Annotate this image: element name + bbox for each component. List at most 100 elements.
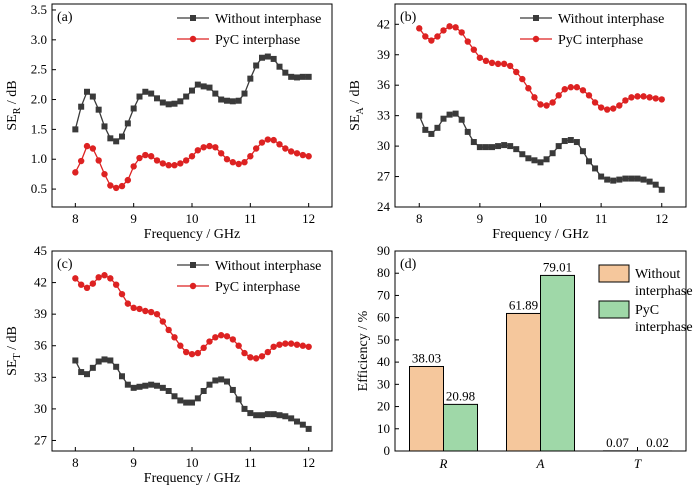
data-point (270, 343, 277, 350)
data-point (434, 33, 441, 40)
y-tick-label: 27 (377, 169, 391, 184)
data-point (253, 62, 260, 69)
data-point (235, 396, 242, 403)
data-point (652, 181, 659, 188)
data-point (634, 93, 641, 100)
data-point (247, 153, 254, 160)
data-point (142, 382, 149, 389)
data-point (101, 123, 108, 130)
data-point (130, 304, 137, 312)
data-point (72, 275, 79, 282)
bar-value-label: 38.03 (412, 350, 441, 365)
y-tick-label: 30 (377, 376, 390, 391)
data-point (153, 157, 161, 164)
y-tick-label: 27 (34, 432, 48, 447)
data-point (206, 338, 213, 345)
data-point (171, 393, 178, 400)
data-point (476, 144, 483, 151)
data-point (294, 418, 300, 425)
y-tick-label: 24 (377, 199, 391, 214)
data-point (72, 357, 79, 364)
data-point (305, 425, 312, 432)
data-point (89, 364, 96, 371)
data-point (229, 386, 236, 393)
data-point (270, 136, 277, 144)
data-point (113, 363, 120, 370)
data-point (159, 99, 166, 106)
data-point (107, 182, 114, 189)
data-point (194, 395, 201, 402)
data-point (464, 128, 471, 135)
legend-label: Without interphase (215, 12, 321, 27)
data-point (549, 99, 556, 106)
legend-marker (189, 282, 197, 290)
data-point (555, 143, 562, 150)
x-axis-title: Frequency / GHz (144, 227, 240, 242)
data-point (598, 173, 605, 180)
legend-label: interphase (635, 284, 693, 299)
data-point (148, 381, 155, 388)
data-point (148, 90, 155, 97)
data-point (470, 46, 478, 53)
data-point (640, 176, 647, 183)
data-point (440, 27, 447, 34)
data-point (142, 88, 149, 95)
data-point (259, 54, 265, 61)
data-point (585, 92, 593, 99)
data-point (89, 145, 97, 152)
data-point (182, 348, 190, 356)
data-point (130, 105, 137, 112)
data-point (597, 104, 605, 111)
data-point (229, 159, 237, 166)
y-tick-label: 10 (377, 421, 390, 436)
y-tick-label: 39 (34, 306, 47, 321)
y-axis-title-main: SE (348, 115, 363, 131)
x-tick-label: 10 (186, 211, 199, 226)
data-point (470, 139, 477, 146)
data-point (506, 62, 514, 70)
y-axis-title: SEA / dB (348, 80, 366, 131)
legend-label: interphase (635, 320, 693, 335)
y-axis-title: SER / dB (5, 80, 23, 130)
data-point (634, 175, 641, 182)
data-point (489, 144, 495, 151)
data-point (658, 186, 665, 193)
data-point (561, 86, 568, 93)
data-point (247, 354, 254, 361)
data-point (84, 88, 90, 95)
data-point (212, 377, 219, 384)
data-point (112, 184, 120, 192)
data-point (95, 157, 102, 164)
data-point (416, 25, 423, 32)
data-point (212, 90, 219, 97)
y-tick-label: 1.5 (31, 121, 47, 136)
data-point (276, 63, 283, 70)
data-point (305, 343, 312, 350)
data-point (177, 160, 184, 167)
data-point (452, 24, 459, 31)
data-point (194, 349, 202, 357)
legend-label: PyC interphase (215, 33, 300, 48)
data-point (113, 138, 120, 145)
data-point (224, 378, 230, 385)
data-point (223, 333, 231, 340)
data-point (658, 96, 665, 103)
data-point (604, 176, 611, 183)
legend-marker (190, 262, 196, 268)
series-line-pyc-interphase (74, 138, 309, 189)
data-point (72, 126, 79, 133)
data-point (287, 148, 295, 155)
bar-value-label: 20.98 (446, 388, 475, 403)
data-point (464, 38, 471, 45)
data-point (507, 143, 514, 150)
data-point (188, 350, 196, 358)
data-point (428, 37, 435, 44)
data-point (293, 341, 301, 348)
y-tick-label: 1.0 (31, 151, 47, 166)
x-tick-label: 8 (72, 455, 79, 470)
data-point (200, 344, 207, 352)
data-point (159, 384, 166, 391)
legend-swatch (598, 264, 630, 283)
data-point (84, 371, 90, 378)
